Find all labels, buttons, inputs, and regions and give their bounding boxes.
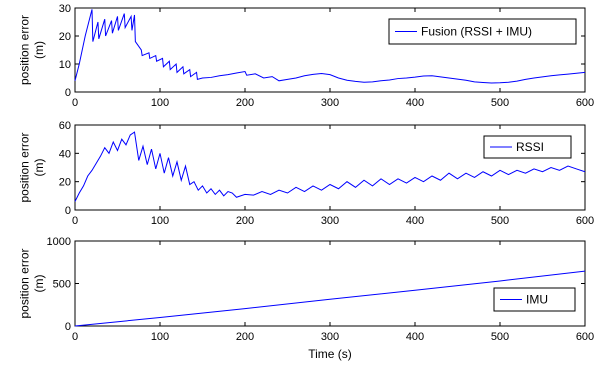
x-tick-label: 100 <box>151 215 169 227</box>
x-tick-label: 200 <box>236 331 254 343</box>
y-axis-label-line: (m) <box>32 275 46 293</box>
y-axis-label: position error(m) <box>18 248 46 318</box>
y-axis-label-line: position error <box>18 248 32 318</box>
y-tick-label: 0 <box>65 87 71 99</box>
legend-box <box>493 287 576 312</box>
x-tick-label: 600 <box>576 97 594 109</box>
series-line-2-1 <box>74 131 586 202</box>
y-tick-label: 30 <box>59 3 71 15</box>
legend-label: IMU <box>526 293 548 307</box>
y-tick-label: 40 <box>59 148 71 160</box>
y-axis-label-line: position error <box>18 15 32 85</box>
x-tick-label: 0 <box>72 331 78 343</box>
x-tick-label: 200 <box>236 215 254 227</box>
y-tick-label: 1000 <box>47 236 71 248</box>
y-axis-label-line: (m) <box>32 41 46 59</box>
legend-box <box>483 135 572 159</box>
x-tick-label: 0 <box>72 97 78 109</box>
y-tick-label: 20 <box>59 177 71 189</box>
x-tick-label: 600 <box>576 331 594 343</box>
plot-area-3 <box>74 240 586 327</box>
panel-1: 0 100 200 300 400 500 600 0 10 20 30 position error… <box>18 3 595 109</box>
x-tick-label: 500 <box>491 215 509 227</box>
series-line-1-1 <box>74 9 586 84</box>
legend-2: RSSI <box>483 135 572 159</box>
y-tick-label: 0 <box>65 321 71 333</box>
legend-label: RSSI <box>516 140 544 154</box>
y-tick-label: 0 <box>65 205 71 217</box>
legend-box <box>388 18 577 45</box>
y-tick-label: 20 <box>59 31 71 43</box>
x-tick-label: 500 <box>491 97 509 109</box>
x-tick-label: 100 <box>151 331 169 343</box>
y-tick-label: 500 <box>53 279 71 291</box>
series-line-3-1 <box>74 270 586 327</box>
x-tick-label: 300 <box>321 215 339 227</box>
x-tick-label: 100 <box>151 97 169 109</box>
x-axis-label: Time (s) <box>308 347 352 361</box>
x-tick-label: 400 <box>406 331 424 343</box>
y-axis-label-line: position error <box>18 132 32 202</box>
x-tick-label: 500 <box>491 331 509 343</box>
y-axis-label-line: (m) <box>32 159 46 177</box>
x-tick-label: 400 <box>406 215 424 227</box>
panel-2: 0 100 200 300 400 500 600 0 20 40 60 position error… <box>18 120 595 227</box>
y-tick-label: 60 <box>59 120 71 132</box>
x-tick-label: 300 <box>321 331 339 343</box>
y-axis-label: position error(m) <box>18 132 46 202</box>
x-tick-label: 600 <box>576 215 594 227</box>
x-tick-label: 300 <box>321 97 339 109</box>
legend-label: Fusion (RSSI + IMU) <box>421 25 532 39</box>
legend-3: IMU <box>493 287 576 312</box>
y-axis-label: position error(m) <box>18 15 46 85</box>
x-tick-label: 200 <box>236 97 254 109</box>
x-tick-label: 400 <box>406 97 424 109</box>
y-tick-label: 10 <box>59 59 71 71</box>
x-tick-label: 0 <box>72 215 78 227</box>
legend-1: Fusion (RSSI + IMU) <box>388 18 577 45</box>
